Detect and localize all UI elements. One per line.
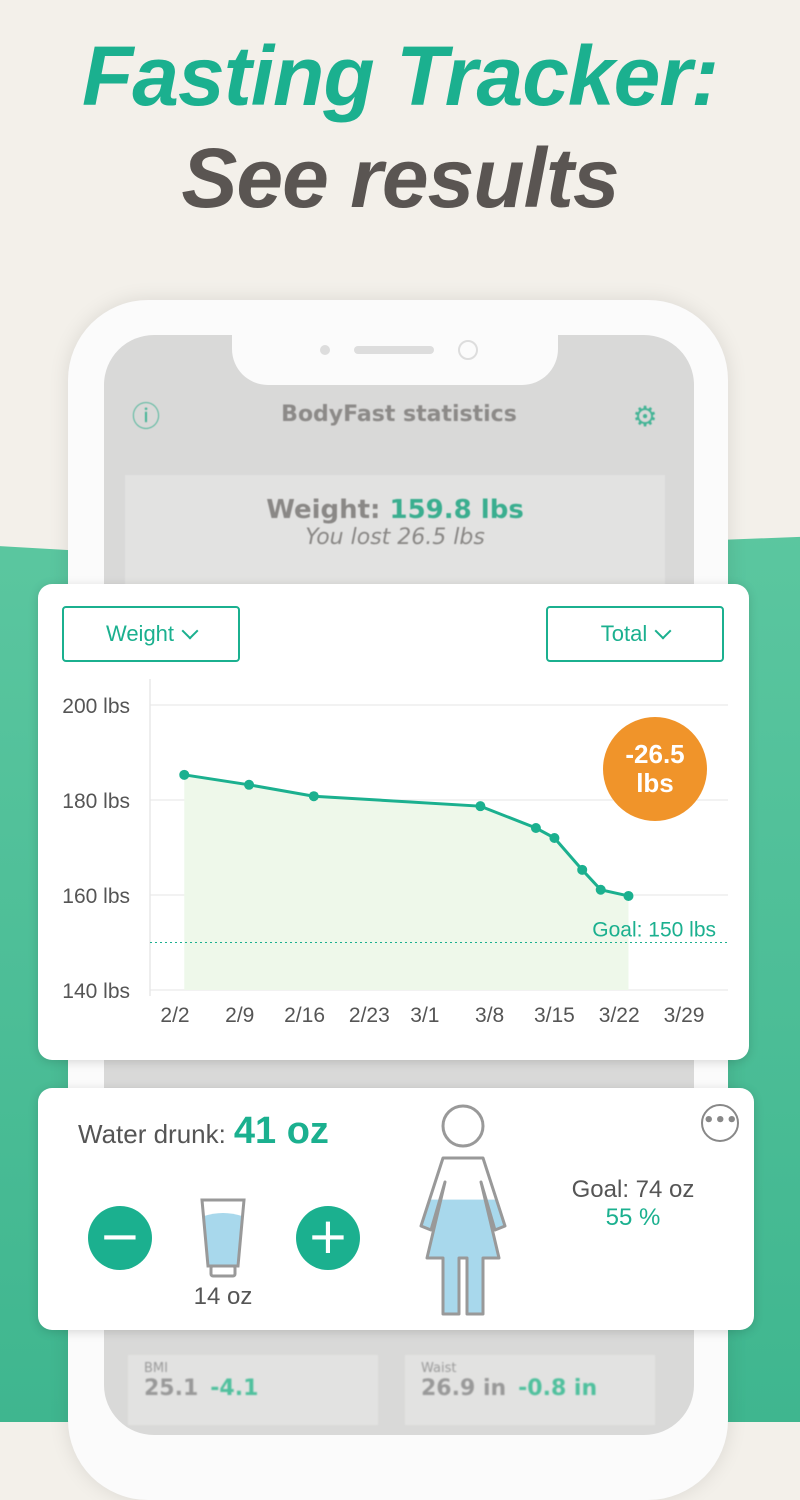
weight-chart-card: Weight Total 200 lbs 180 lbs 160 lbs 140 lb… — [38, 584, 749, 1060]
x-tick-label: 2/16 — [284, 1004, 325, 1027]
headline-line2: See results — [181, 131, 619, 225]
data-point — [179, 769, 190, 780]
water-percent: 55 % — [605, 1204, 661, 1231]
water-value: 41 oz — [233, 1110, 329, 1152]
x-tick-label: 3/29 — [664, 1004, 705, 1027]
x-tick-label: 2/2 — [160, 1004, 189, 1027]
weight-value: 159.8 lbs — [389, 495, 524, 525]
data-point — [577, 864, 588, 875]
weight-label: Weight: — [266, 495, 381, 525]
x-tick-label: 2/9 — [225, 1004, 254, 1027]
data-point — [549, 833, 560, 843]
y-tick-label: 200 lbs — [62, 695, 130, 718]
increase-water-button[interactable]: + — [296, 1206, 360, 1270]
x-tick-label: 3/15 — [534, 1004, 575, 1027]
phone-notch — [232, 335, 558, 385]
bmi-card: BMI 25.1 -4.1 — [128, 1355, 378, 1425]
x-tick-label: 3/1 — [410, 1004, 439, 1027]
weight-lost-badge: -26.5 lbs — [603, 717, 707, 821]
gear-icon[interactable]: ⚙ — [632, 400, 658, 433]
range-dropdown[interactable]: Total — [546, 606, 724, 662]
data-point — [623, 890, 634, 901]
metric-dropdown[interactable]: Weight — [62, 606, 240, 662]
waist-card: Waist 26.9 in -0.8 in — [405, 1355, 655, 1425]
data-point — [595, 884, 606, 895]
y-tick-label: 140 lbs — [62, 980, 130, 1003]
y-tick-label: 160 lbs — [62, 885, 130, 908]
x-tick-label: 3/8 — [475, 1004, 504, 1027]
lost-text: You lost 26.5 lbs — [305, 525, 485, 550]
weight-summary: Weight: 159.8 lbs You lost 26.5 lbs — [125, 475, 665, 595]
data-point — [475, 801, 486, 812]
data-point — [530, 823, 541, 834]
headline-line1: Fasting Tracker: — [81, 29, 719, 123]
question-circle-icon[interactable]: ⓘ — [131, 400, 160, 433]
goal-label: Goal: 150 lbs — [592, 919, 716, 942]
water-label: Water drunk: — [78, 1119, 226, 1149]
decrease-water-button[interactable]: − — [88, 1206, 152, 1270]
x-tick-label: 2/23 — [349, 1004, 390, 1027]
more-options-icon[interactable]: ••• — [701, 1104, 739, 1142]
water-goal: Goal: 74 oz — [571, 1176, 695, 1203]
y-tick-label: 180 lbs — [62, 790, 130, 813]
x-tick-label: 3/22 — [599, 1004, 640, 1027]
area-fill — [184, 774, 629, 990]
body-fill-icon — [419, 1104, 507, 1316]
glass-icon[interactable] — [198, 1198, 248, 1282]
data-point — [244, 779, 255, 790]
glass-size: 14 oz — [193, 1283, 253, 1310]
data-point — [308, 791, 319, 802]
water-card: Water drunk: 41 oz − 14 oz + ••• Goal: 74… — [38, 1088, 754, 1330]
app-title: BodyFast statistics — [281, 402, 517, 427]
weight-chart: 200 lbs 180 lbs 160 lbs 140 lbs 2/2 2/9 2/16 2/… — [62, 679, 728, 1027]
